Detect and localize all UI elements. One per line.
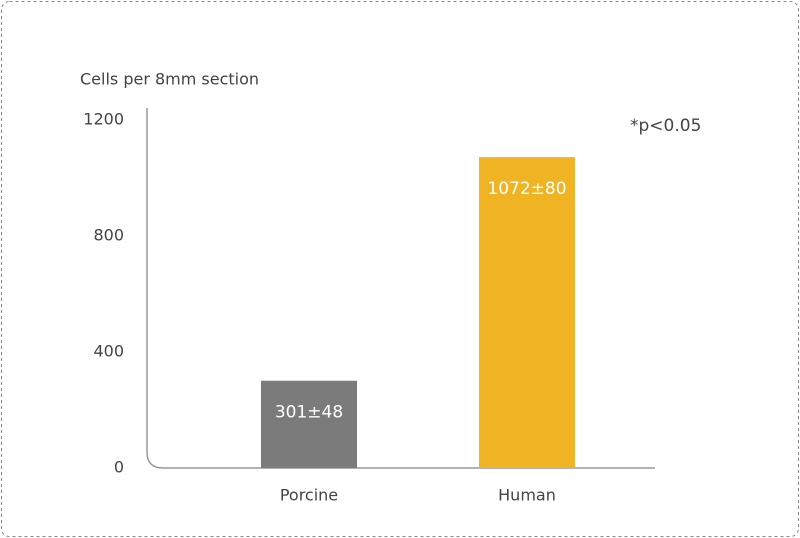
annotation: *p<0.05 xyxy=(630,116,701,136)
y-tick-label: 800 xyxy=(93,226,124,245)
y-tick-label: 1200 xyxy=(83,110,124,129)
y-tick-label: 0 xyxy=(114,458,124,477)
value-label: 301±48 xyxy=(275,403,343,423)
bar xyxy=(261,380,357,468)
y-axis-label: Cells per 8mm section xyxy=(80,70,259,89)
axis-line xyxy=(146,108,655,469)
y-tick-label: 400 xyxy=(93,342,124,361)
x-tick-label: Porcine xyxy=(280,486,338,505)
x-tick-label: Human xyxy=(498,486,556,505)
bar xyxy=(479,157,575,468)
value-label: 1072±80 xyxy=(487,179,566,199)
